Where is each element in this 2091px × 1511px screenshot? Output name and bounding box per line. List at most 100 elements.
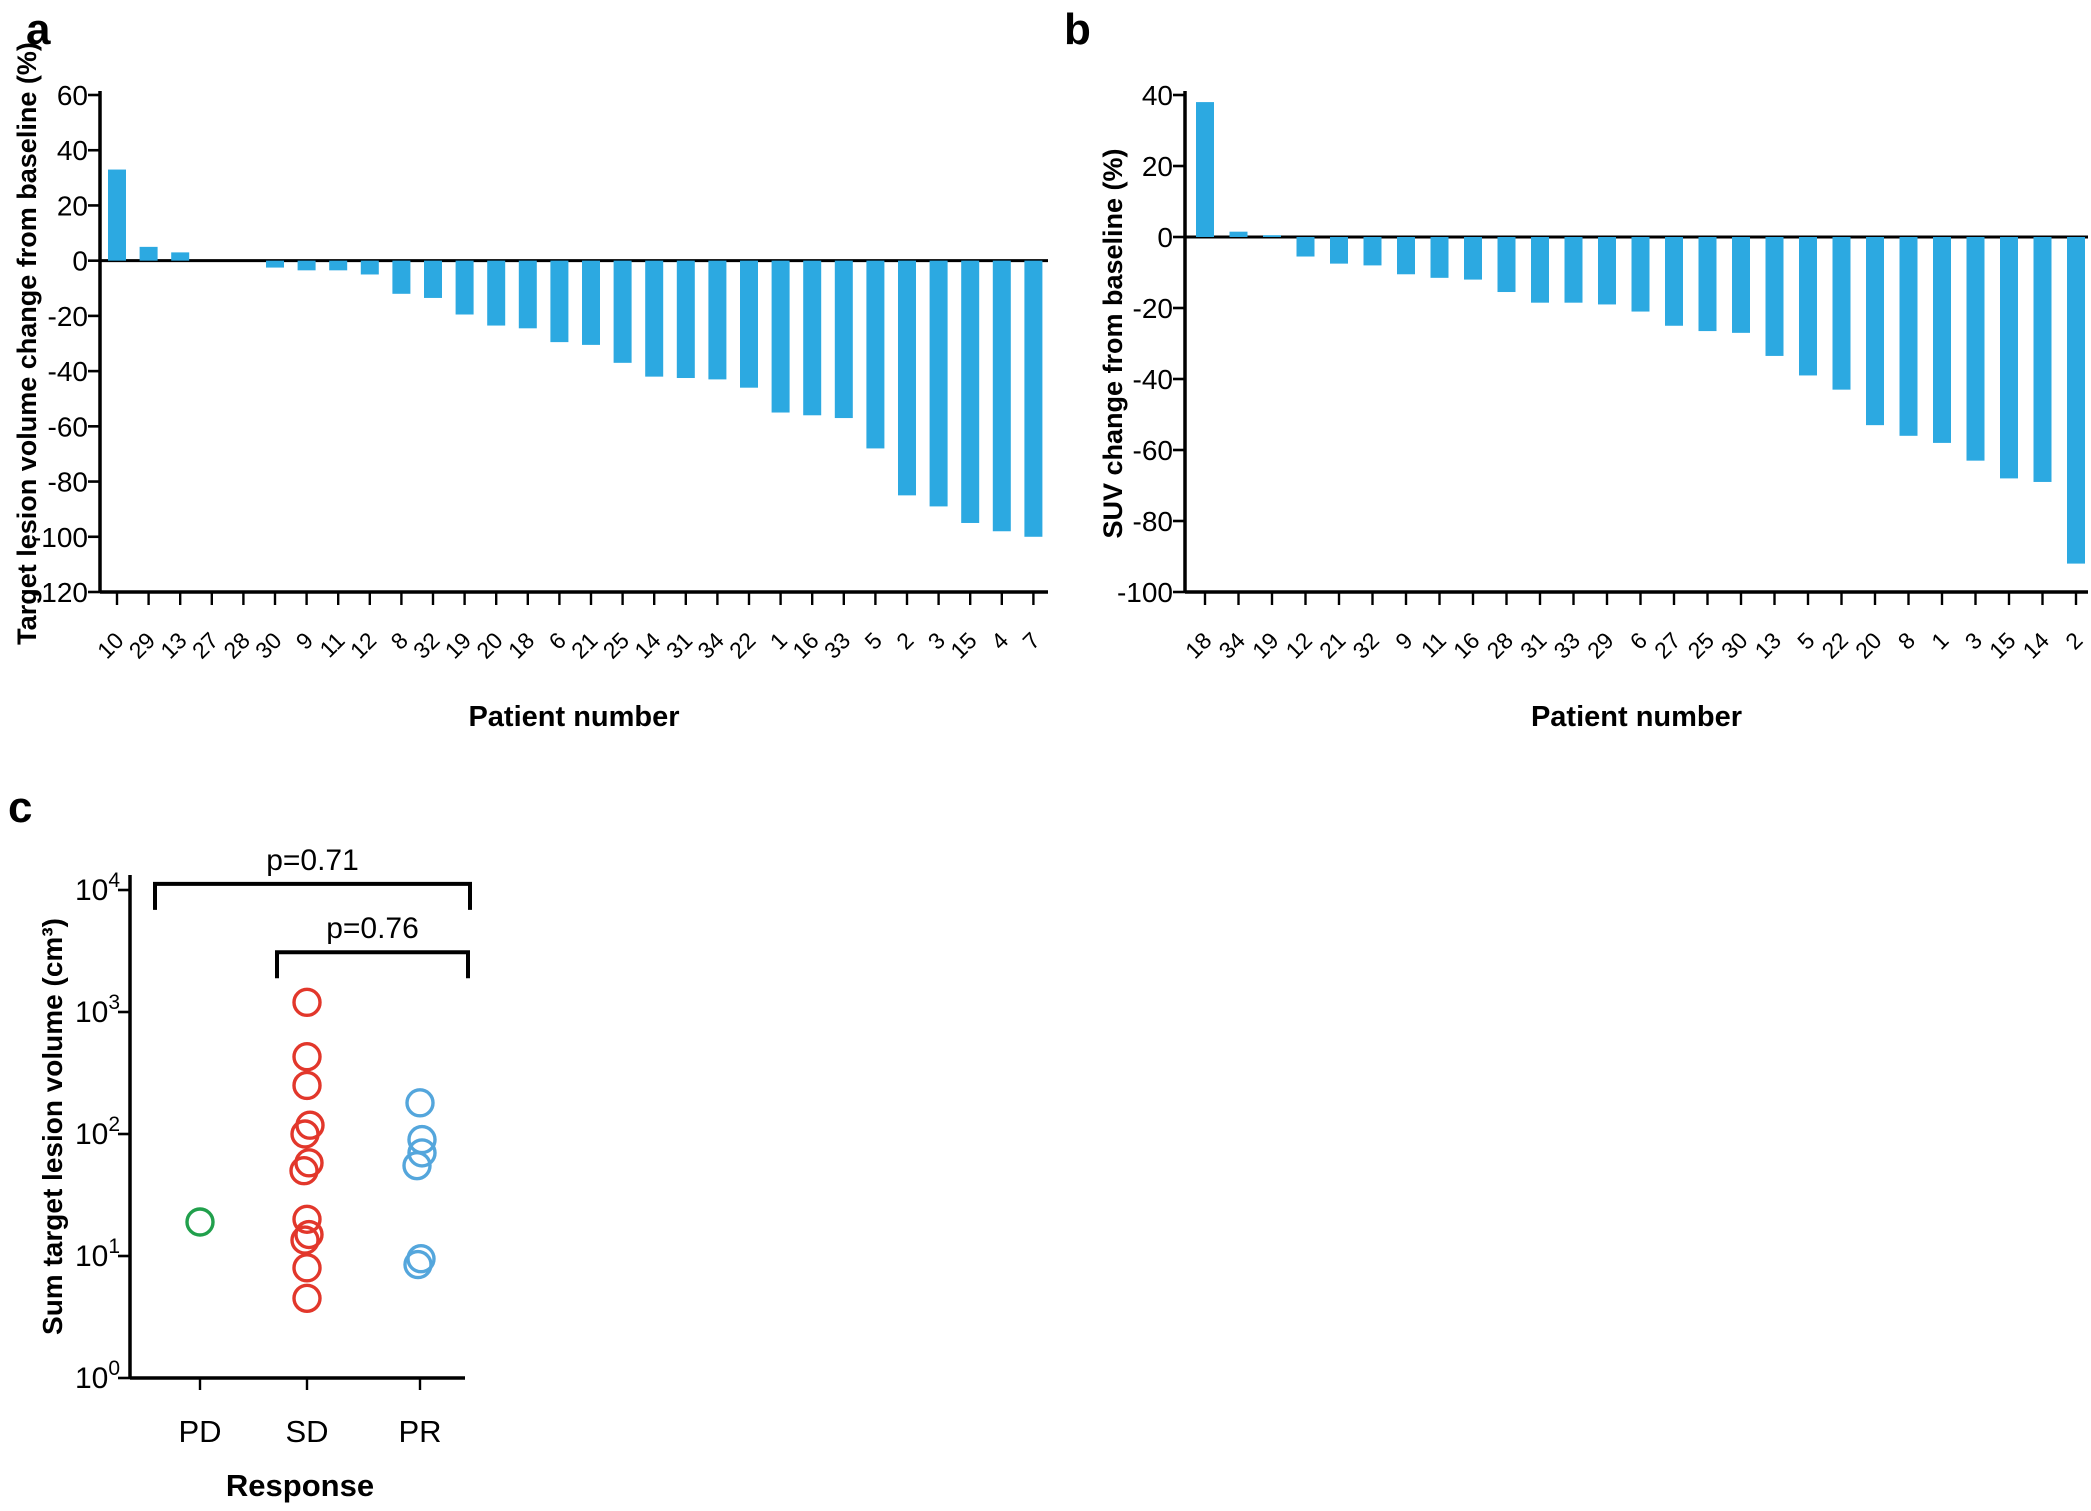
bars bbox=[1196, 102, 2085, 564]
bar-patient-16 bbox=[803, 260, 822, 416]
bar-patient-30 bbox=[266, 260, 284, 268]
bar-patient-3 bbox=[1966, 237, 1985, 461]
scatter-point-PR bbox=[407, 1138, 437, 1168]
bar-patient-21 bbox=[1330, 237, 1348, 264]
bar-patient-8 bbox=[392, 260, 411, 294]
x-tick-label: 9 bbox=[1390, 627, 1417, 654]
y-tick-label: 20 bbox=[1142, 151, 1173, 182]
bar-patient-8 bbox=[1899, 237, 1918, 436]
bar-patient-28 bbox=[1497, 237, 1516, 293]
y-tick-label: 104 bbox=[75, 869, 120, 907]
bar-patient-33 bbox=[834, 260, 853, 419]
x-tick-label: 32 bbox=[1348, 627, 1384, 663]
x-tick-label: 2 bbox=[2060, 627, 2087, 654]
scatter-point-SD bbox=[292, 1070, 322, 1101]
x-tick-label: 22 bbox=[724, 627, 760, 663]
bar-patient-6 bbox=[550, 260, 569, 343]
y-tick-label: 101 bbox=[75, 1235, 120, 1273]
panel-c-chart: 100 101 102 103 104 PD SD PR p=0.71 p=0.76 Respons… bbox=[37, 844, 472, 1503]
bar-patient-25 bbox=[1698, 237, 1717, 332]
scatter-point-PR bbox=[402, 1150, 432, 1181]
bar-patient-14 bbox=[645, 260, 664, 377]
pvalue-label-1: p=0.71 bbox=[266, 844, 359, 877]
x-tick-label: 13 bbox=[1750, 627, 1786, 663]
bar-patient-34 bbox=[1229, 231, 1248, 237]
bar-patient-20 bbox=[487, 260, 506, 326]
y-tick-label: -100 bbox=[32, 522, 88, 553]
bar-patient-12 bbox=[360, 260, 379, 275]
x-tick-label: 9 bbox=[291, 627, 318, 654]
x-axis-title: Patient number bbox=[468, 701, 679, 733]
bar-patient-6 bbox=[1631, 237, 1650, 312]
scatter-point-SD bbox=[290, 1225, 320, 1255]
x-tick-label: 16 bbox=[1448, 627, 1484, 663]
bar-patient-33 bbox=[1564, 237, 1583, 303]
bar-patient-30 bbox=[1732, 237, 1750, 333]
x-tick-label: 12 bbox=[1281, 627, 1317, 663]
y-tick-label: 0 bbox=[72, 246, 88, 277]
panel-a-letter: a bbox=[26, 5, 51, 54]
y-tick-label: -40 bbox=[1133, 364, 1173, 395]
y-tick-label: 40 bbox=[57, 135, 88, 166]
bar-patient-32 bbox=[1363, 237, 1382, 266]
y-tick-label: -80 bbox=[48, 467, 88, 498]
x-tick-label: 3 bbox=[1960, 627, 1987, 654]
bar-patient-9 bbox=[1397, 237, 1415, 275]
x-tick-label: 25 bbox=[1683, 627, 1719, 663]
y-tick-label: -80 bbox=[1133, 506, 1173, 537]
x-tick-label: 34 bbox=[1214, 627, 1251, 664]
scatter-point-PR bbox=[403, 1249, 433, 1280]
x-tick-label: 21 bbox=[1314, 627, 1350, 663]
bar-patient-15 bbox=[961, 260, 980, 523]
scatter-point-SD bbox=[289, 1156, 319, 1186]
scatter-point-SD bbox=[294, 1148, 324, 1178]
pvalue-bracket-1 bbox=[153, 881, 472, 910]
scatter-point-PR bbox=[405, 1088, 435, 1118]
bar-patient-34 bbox=[708, 260, 727, 380]
y-tick-label: 60 bbox=[57, 80, 88, 111]
x-tick-label: 15 bbox=[1984, 627, 2020, 663]
bar-patient-1 bbox=[1933, 237, 1951, 443]
x-tick-label: 22 bbox=[1817, 627, 1853, 663]
y-tick-label: 0 bbox=[1157, 222, 1173, 253]
y-axis-title: Sum target lesion volume (cm³) bbox=[37, 918, 68, 1335]
bar-patient-18 bbox=[518, 260, 537, 329]
x-tick-label: 6 bbox=[1625, 627, 1652, 654]
y-tick-label: 20 bbox=[57, 190, 88, 221]
x-axis-title: Response bbox=[226, 1468, 374, 1503]
bar-patient-32 bbox=[424, 260, 442, 298]
bar-patient-9 bbox=[297, 260, 316, 271]
y-tick-label: -60 bbox=[1133, 435, 1173, 466]
bar-patient-15 bbox=[2000, 237, 2018, 479]
panel-b-letter: b bbox=[1064, 5, 1091, 54]
x-tick-label: 8 bbox=[1893, 627, 1920, 654]
series-PD bbox=[185, 1207, 215, 1237]
bar-patient-4 bbox=[992, 260, 1011, 532]
scatter-point-SD bbox=[292, 987, 322, 1018]
bar-patient-25 bbox=[613, 260, 632, 363]
y-tick-label: 100 bbox=[75, 1357, 120, 1395]
bar-patient-2 bbox=[898, 260, 916, 496]
pvalue-label-2: p=0.76 bbox=[326, 912, 419, 945]
x-tick-label: 15 bbox=[945, 627, 981, 663]
y-tick-label: -20 bbox=[48, 301, 88, 332]
bar-patient-19 bbox=[1263, 235, 1281, 237]
bar-patient-3 bbox=[929, 260, 948, 507]
bar-patient-22 bbox=[1832, 237, 1851, 390]
x-axis-title: Patient number bbox=[1531, 701, 1742, 733]
bar-patient-10 bbox=[108, 169, 126, 261]
x-tick-label: 2 bbox=[891, 627, 918, 654]
y-tick-label: -60 bbox=[48, 411, 88, 442]
x-tick-label: 30 bbox=[250, 627, 286, 663]
bar-patient-18 bbox=[1196, 102, 1214, 237]
x-tick-label: 18 bbox=[1180, 627, 1216, 663]
bar-patient-29 bbox=[139, 246, 158, 261]
x-tick-label: 29 bbox=[1582, 627, 1618, 663]
scatter-point-SD bbox=[290, 1119, 320, 1149]
bar-patient-12 bbox=[1296, 237, 1315, 257]
bar-patient-11 bbox=[329, 260, 348, 271]
x-tick-label: 3 bbox=[923, 627, 950, 654]
